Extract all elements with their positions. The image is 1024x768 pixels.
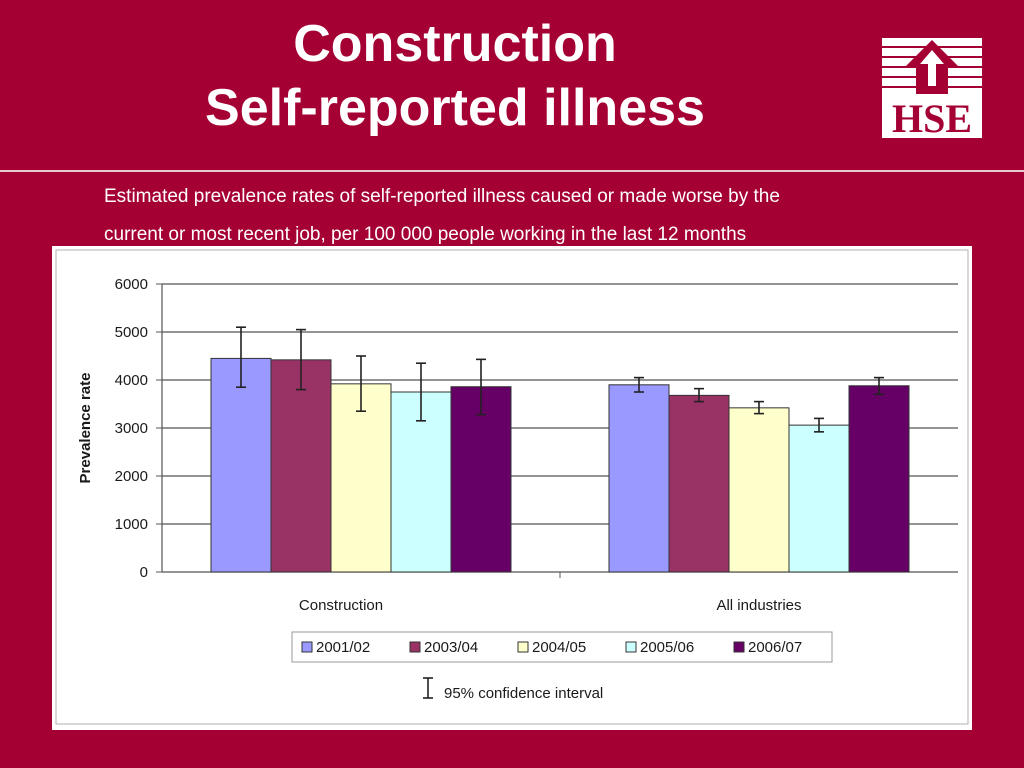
description-line-2: current or most recent job, per 100 000 … (104, 224, 747, 245)
chart-description: Estimated prevalence rates of self-repor… (104, 178, 984, 254)
title-line-1: Construction (293, 15, 617, 73)
chart-border (55, 249, 969, 725)
legend-swatch (517, 641, 529, 653)
y-tick-label: 0 (140, 564, 148, 581)
y-tick-label: 4000 (115, 372, 148, 389)
legend-swatch (409, 641, 421, 653)
y-tick-label: 1000 (115, 516, 148, 533)
y-tick-label: 2000 (115, 468, 148, 485)
legend-label: 2006/07 (748, 639, 802, 656)
title-line-2: Self-reported illness (205, 79, 705, 137)
bar-2004/05-Construction (330, 383, 392, 573)
bar-2004/05-All industries (728, 407, 790, 573)
legend (291, 631, 833, 663)
category-label: Construction (299, 597, 383, 614)
bar-2003/04-Construction (270, 359, 332, 573)
legend-label: 2004/05 (532, 639, 586, 656)
legend-swatch (625, 641, 637, 653)
title-divider (0, 170, 1024, 172)
slide-title: Construction Self-reported illness (0, 12, 910, 140)
legend-label: 2005/06 (640, 639, 694, 656)
bar-2006/07-All industries (848, 385, 910, 573)
bar-2001/02-Construction (210, 357, 272, 573)
hse-logo: HSE (882, 38, 982, 140)
y-tick-label: 6000 (115, 276, 148, 293)
legend-swatch (301, 641, 313, 653)
logo-text: HSE (892, 96, 972, 140)
chart-frame: 0 1000 2000 3000 4000 5000 6000 Prevalence rate… (52, 246, 972, 730)
y-tick-label: 3000 (115, 420, 148, 437)
y-tick-label: 5000 (115, 324, 148, 341)
y-axis-label: Prevalence rate (77, 373, 94, 484)
bar-2003/04-All industries (668, 394, 730, 573)
category-label: All industries (716, 597, 801, 614)
arrow-icon (920, 50, 944, 86)
legend-label: 2001/02 (316, 639, 370, 656)
legend-swatch (733, 641, 745, 653)
bar-2005/06-All industries (788, 424, 850, 573)
legend-label: 2003/04 (424, 639, 478, 656)
description-line-1: Estimated prevalence rates of self-repor… (104, 186, 780, 207)
prevalence-bar-chart: 0 1000 2000 3000 4000 5000 6000 Prevalence rate… (55, 249, 969, 725)
ci-legend-label: 95% confidence interval (444, 685, 603, 702)
bar-2001/02-All industries (608, 384, 670, 573)
bar-2006/07-Construction (450, 386, 512, 573)
